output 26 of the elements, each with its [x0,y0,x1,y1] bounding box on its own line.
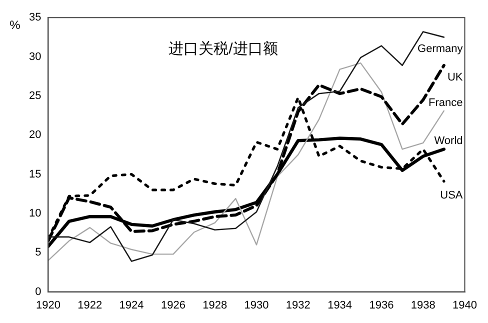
series-label: World [434,135,463,148]
series-label: Germany [418,43,464,56]
x-tick-label: 1922 [78,299,102,312]
series-label: France [428,96,463,109]
text: 进口关税/进口额 [168,40,278,58]
x-tick-label: 1928 [202,299,228,312]
y-tick-label: 10 [28,207,42,220]
x-tick-label: 1920 [36,299,60,312]
y-tick-label: 30 [28,50,42,63]
y-tick-label: 35 [28,12,42,24]
y-tick-label: 25 [28,90,42,102]
y-tick-label: 20 [28,129,42,142]
x-tick-label: 1926 [160,299,186,312]
series-label: UK [447,71,464,84]
x-tick-label: 1934 [328,299,352,312]
x-tick-label: 1924 [119,299,144,312]
x-tick-label: 1936 [369,299,394,312]
series-label: USA [440,189,464,202]
y-tick-label: 0 [35,286,42,298]
y-tick-label: 15 [28,168,42,180]
x-tick-label: 1930 [244,299,269,312]
x-tick-label: 1940 [452,299,478,312]
x-tick-label: 1938 [410,299,436,312]
y-tick-label: 5 [35,246,42,259]
x-tick-label: 1932 [286,299,310,312]
y-axis-title: % [10,18,21,32]
